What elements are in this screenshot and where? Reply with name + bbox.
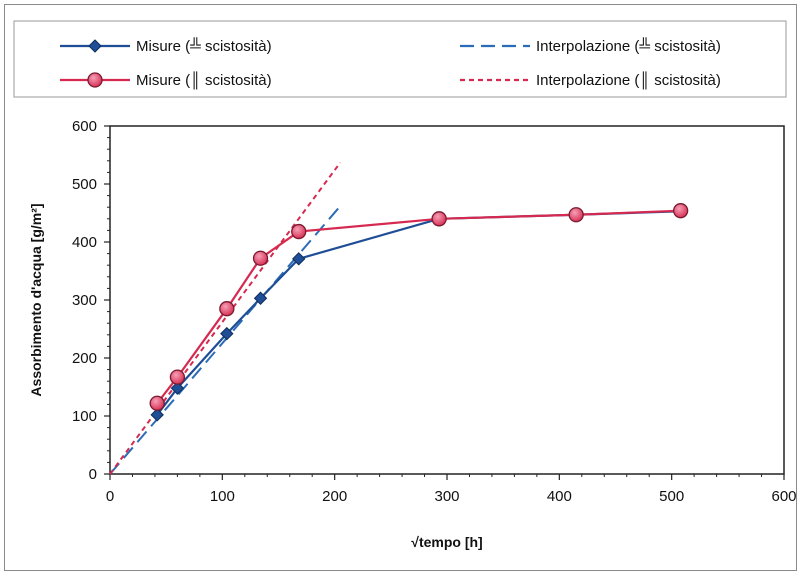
x-tick-label: 200 <box>322 488 347 505</box>
legend-marker <box>88 39 102 53</box>
y-tick-label: 400 <box>72 234 97 251</box>
x-tick-label: 400 <box>547 488 572 505</box>
fit-line-series <box>109 205 342 475</box>
data-point <box>219 301 235 317</box>
legend-label: Interpolazione (╩ scistosità) <box>536 37 721 55</box>
axis-ticks: 0 100 200 300 400 500 600 0 100 200 300 400 500 600 <box>72 118 797 505</box>
fit-line <box>109 205 342 475</box>
x-tick-label: 0 <box>106 488 114 505</box>
data-point <box>673 203 689 219</box>
data-point <box>150 408 164 422</box>
data-point <box>149 395 165 411</box>
data-point <box>291 223 307 240</box>
data-point <box>170 381 185 395</box>
legend-box <box>13 20 787 98</box>
data-point <box>568 207 584 223</box>
legend-item: Interpolazione (╩ scistosità) <box>460 37 721 55</box>
x-tick-label: 300 <box>434 488 459 505</box>
x-axis-label: √tempo [h] <box>411 534 482 550</box>
data-point <box>220 326 234 341</box>
data-point <box>253 291 268 305</box>
legend-item: Misure (╩ scistosità) <box>60 37 272 55</box>
y-tick-label: 600 <box>72 118 97 135</box>
fit-line <box>109 161 342 475</box>
y-tick-label: 500 <box>72 176 97 193</box>
legend-item: Interpolazione (║ scistosità) <box>460 71 721 90</box>
x-tick-label: 100 <box>210 488 235 505</box>
y-axis-label: Assorbimento d'acqua [g/m²] <box>28 203 44 396</box>
y-tick-label: 200 <box>72 350 97 367</box>
series-layer <box>109 161 689 475</box>
plot-area <box>109 125 785 475</box>
y-tick-label: 100 <box>72 408 97 425</box>
fit-line-series <box>109 161 342 475</box>
measure-series <box>149 203 689 411</box>
legend-label: Misure (╩ scistosità) <box>136 37 272 55</box>
series-line <box>156 209 681 404</box>
x-tick-label: 600 <box>771 488 796 505</box>
data-point <box>292 252 306 266</box>
y-tick-label: 300 <box>72 292 97 309</box>
data-point <box>431 211 447 227</box>
x-tick-label: 500 <box>659 488 684 505</box>
legend: Misure (╩ scistosità) Interpolazione (╩ s… <box>60 37 721 90</box>
y-tick-label: 0 <box>89 466 97 483</box>
legend-item: Misure (║ scistosità) <box>60 71 272 90</box>
data-point <box>252 250 269 266</box>
legend-label: Misure (║ scistosità) <box>136 71 272 90</box>
legend-label: Interpolazione (║ scistosità) <box>536 71 721 90</box>
legend-marker <box>87 72 103 88</box>
data-point <box>169 369 186 385</box>
